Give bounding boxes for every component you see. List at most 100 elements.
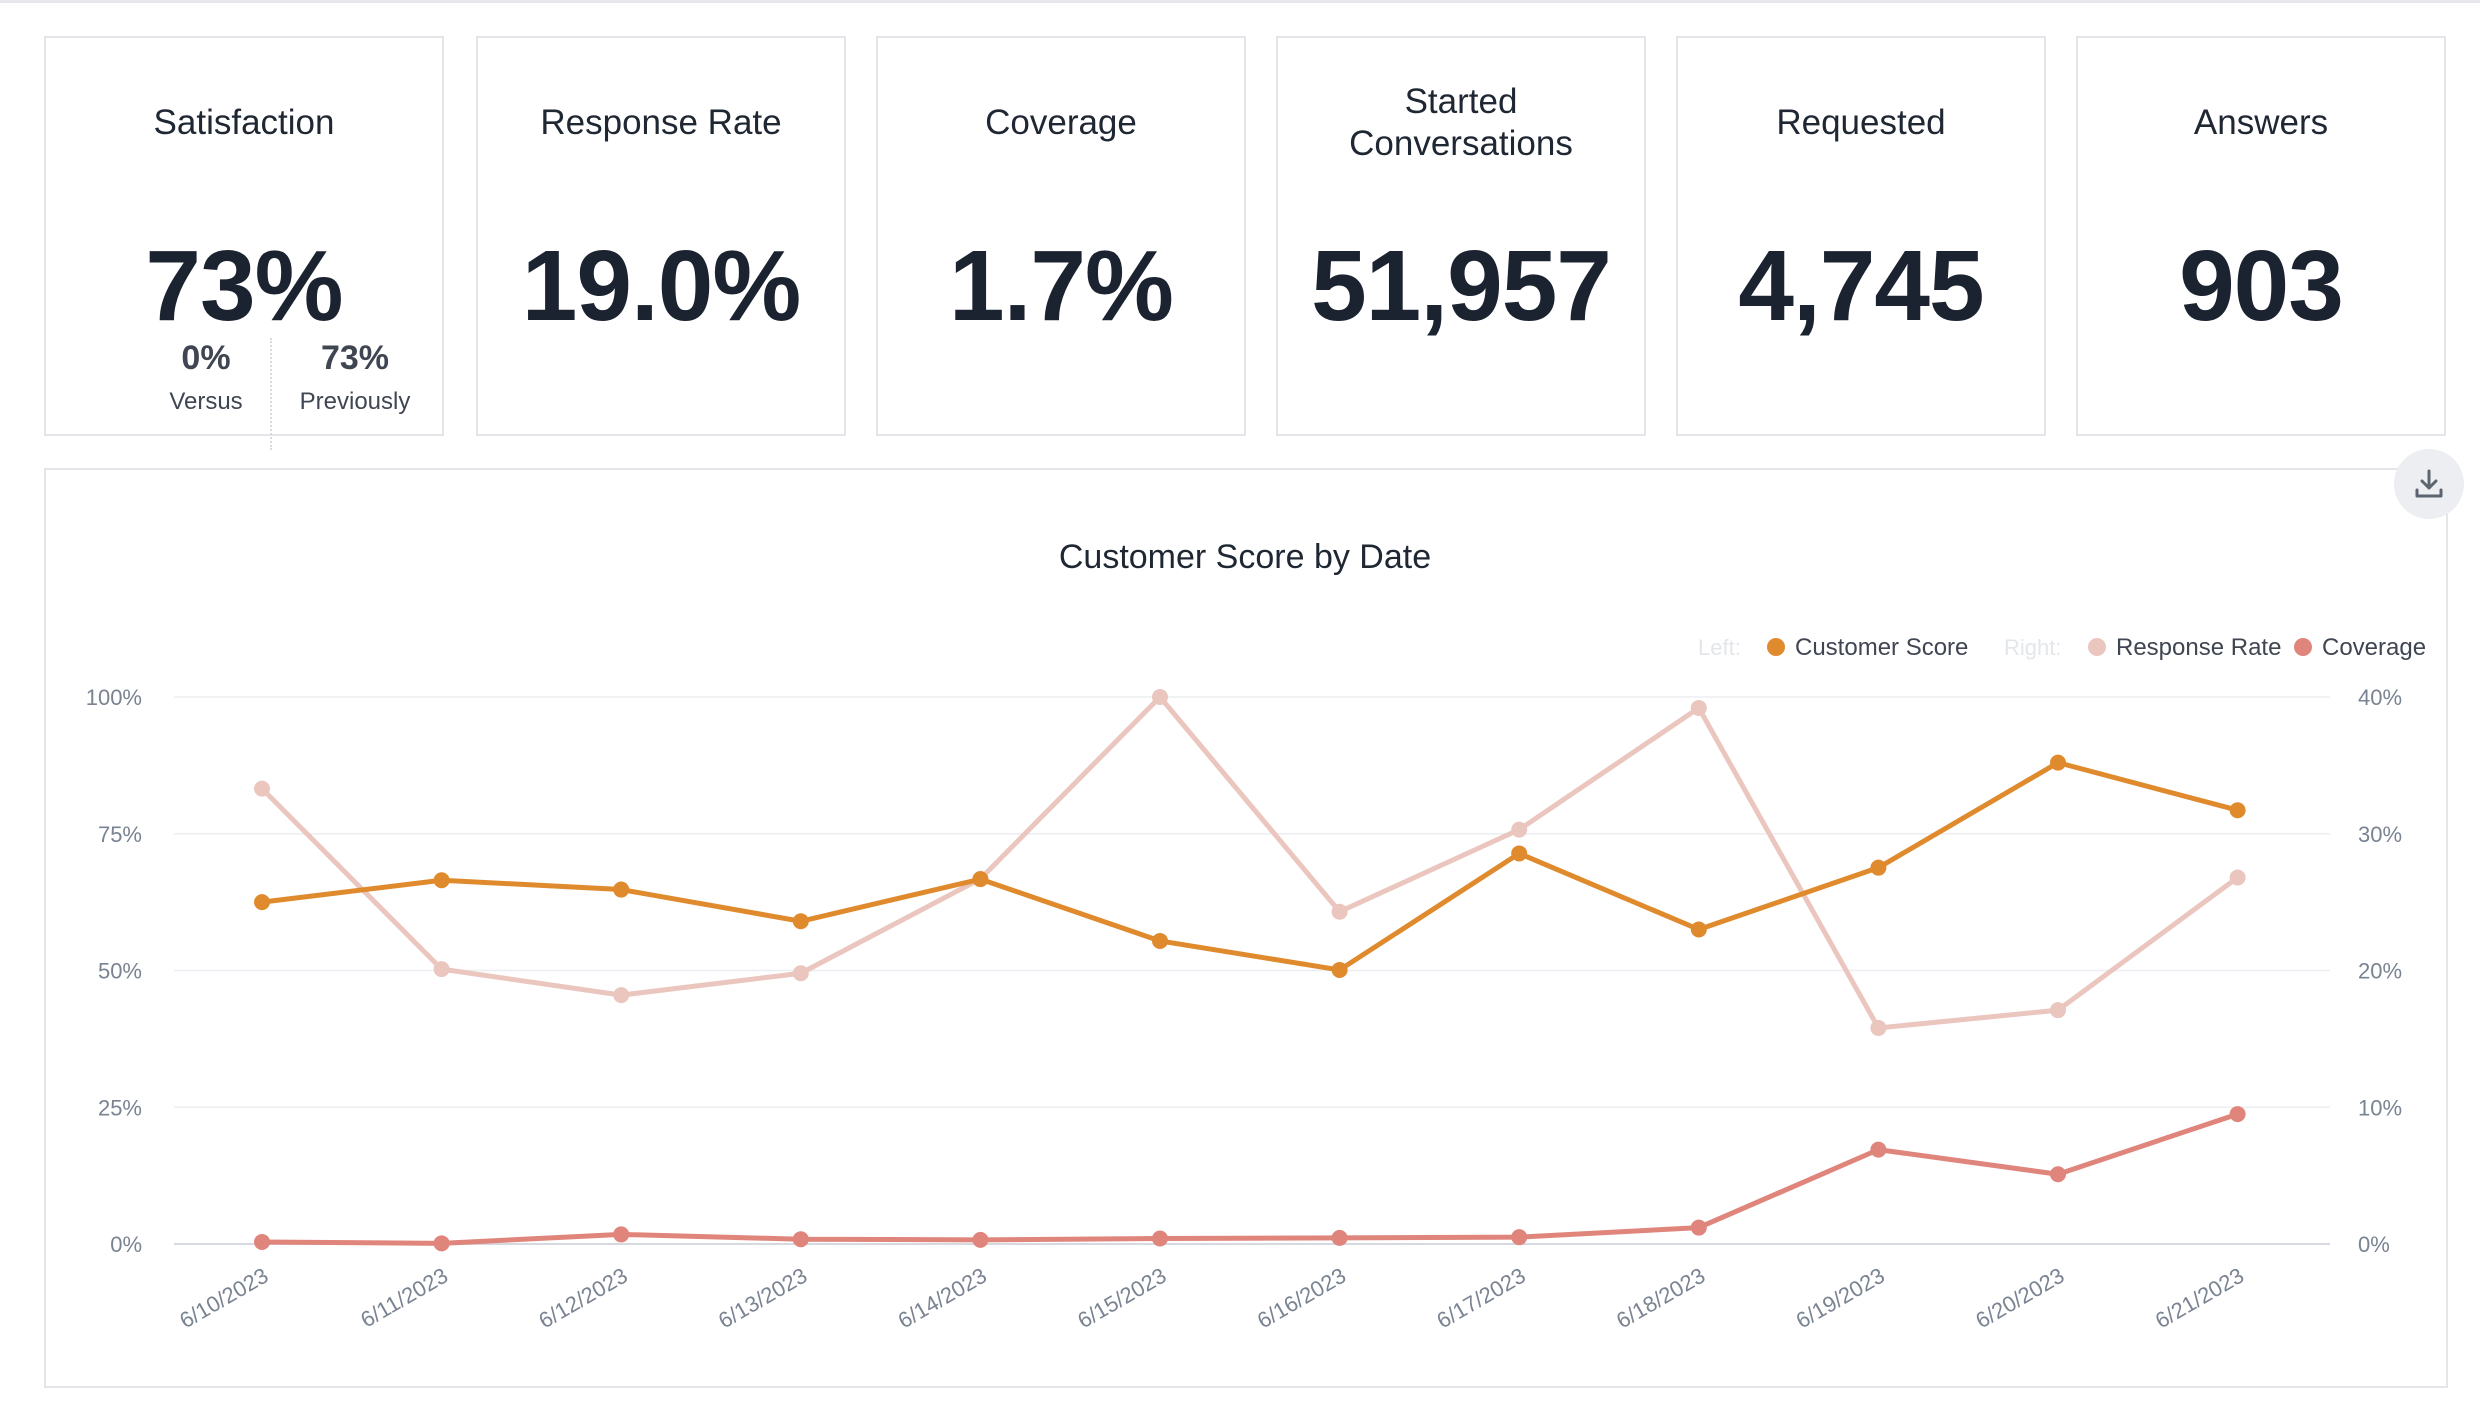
data-point[interactable] [2050,1002,2066,1019]
data-point[interactable] [972,871,989,888]
y-right-tick-label: 10% [2358,1095,2402,1120]
chart-grid [174,696,2330,1245]
legend-marker [2294,638,2312,656]
x-tick-label: 6/18/2023 [1612,1263,1709,1334]
x-axis: 6/10/2023 6/11/2023 6/12/2023 6/13/2023 6/14… [175,1263,2248,1334]
answers-title: Answers [2193,103,2329,142]
x-tick-label: 6/14/2023 [894,1263,991,1334]
requested-card: Requested 4,745 [1676,36,2046,436]
legend-marker [2088,638,2106,656]
data-point[interactable] [1152,1230,1168,1247]
x-tick-label: 6/17/2023 [1432,1263,1529,1334]
y-right-tick-label: 0% [2358,1232,2390,1257]
satisfaction-title: Satisfaction [153,103,335,142]
data-point[interactable] [1690,921,1707,938]
answers-value: 903 [2179,230,2344,342]
download-button[interactable] [2394,449,2464,519]
legend-item-customer-score: Customer Score [1795,634,1968,661]
series-line [259,1111,2241,1246]
data-point[interactable] [2050,754,2066,771]
data-point[interactable] [792,965,809,982]
legend-right-label: Right: [2004,635,2061,660]
data-point[interactable] [1870,859,1887,876]
data-point[interactable] [433,1235,450,1252]
data-point[interactable] [613,1226,630,1243]
y-left-tick-label: 75% [98,822,142,847]
response-rate-value: 19.0% [521,230,802,342]
y-right-tick-label: 30% [2358,822,2402,847]
series-line [259,760,2241,973]
top-border [0,0,2480,3]
data-point[interactable] [1152,932,1168,949]
data-point[interactable] [433,961,450,978]
y-right-tick-label: 20% [2358,959,2402,984]
x-tick-label: 6/20/2023 [1971,1263,2068,1334]
x-tick-label: 6/10/2023 [175,1263,272,1334]
versus-block: 0% Versus [146,338,266,422]
coverage-card: Coverage 1.7% [876,36,1246,436]
response-rate-title: Response Rate [540,103,782,142]
x-tick-label: 6/16/2023 [1253,1263,1350,1334]
data-point[interactable] [2229,1106,2246,1123]
previously-label: Previously [299,388,411,415]
legend-left-label: Left: [1698,635,1741,660]
data-point[interactable] [1331,1229,1348,1246]
data-point[interactable] [1331,961,1348,978]
y-left-tick-label: 25% [98,1095,142,1120]
data-point[interactable] [2229,802,2246,819]
coverage-title: Coverage [985,103,1137,142]
y-left-tick-label: 0% [110,1232,142,1257]
kpi-divider [270,338,272,450]
requested-title: Requested [1776,103,1946,142]
started-conversations-title: Started Conversations [1278,81,1644,165]
y-left-tick-label: 50% [98,959,142,984]
x-tick-label: 6/19/2023 [1792,1263,1889,1334]
data-point[interactable] [1511,1229,1528,1246]
data-point[interactable] [1690,699,1707,716]
download-icon [2415,469,2443,498]
x-tick-label: 6/11/2023 [356,1263,452,1333]
response-rate-card: Response Rate 19.0% [476,36,846,436]
y-axis-left: 100% 75% 50% 25% 0% [86,685,142,1257]
data-point[interactable] [254,780,270,797]
y-right-tick-label: 40% [2358,685,2402,710]
requested-value: 4,745 [1738,230,1984,342]
chart-legend: Left: Customer Score Right: Response Rate Co… [1698,634,2426,661]
data-point[interactable] [1331,903,1348,920]
y-axis-right: 40% 30% 20% 10% 0% [2358,685,2402,1257]
data-point[interactable] [792,913,809,930]
legend-marker [1767,638,1785,656]
data-point[interactable] [2229,869,2246,886]
data-point[interactable] [1690,1219,1707,1236]
data-point[interactable] [1511,821,1528,838]
data-point[interactable] [613,881,630,898]
data-point[interactable] [613,987,630,1004]
legend-item-response-rate: Response Rate [2116,634,2281,661]
y-left-tick-label: 100% [86,685,142,710]
data-point[interactable] [433,872,450,889]
series-coverage [254,1106,2246,1252]
data-point[interactable] [1152,689,1168,705]
data-point[interactable] [2050,1166,2066,1183]
data-point[interactable] [1511,845,1528,862]
data-point[interactable] [1870,1019,1887,1036]
satisfaction-value: 73% [145,230,343,342]
versus-value: 0% [181,339,231,377]
data-point[interactable] [254,1233,270,1250]
chart-panel [44,468,2448,1388]
started-title-line1: Started [1404,82,1518,121]
previously-block: 73% Previously [282,338,428,422]
data-point[interactable] [1870,1141,1887,1158]
data-point[interactable] [972,1231,989,1248]
started-conversations-card: Started Conversations 51,957 [1276,36,1646,436]
series-line [259,694,2241,1031]
x-tick-label: 6/21/2023 [2151,1263,2248,1334]
data-point[interactable] [254,894,270,911]
answers-card: Answers 903 [2076,36,2446,436]
x-tick-label: 6/15/2023 [1073,1263,1170,1334]
data-point[interactable] [792,1231,809,1248]
legend-item-coverage: Coverage [2322,634,2426,661]
series-response-rate [254,689,2246,1036]
chart-title: Customer Score by Date [1059,538,1431,576]
